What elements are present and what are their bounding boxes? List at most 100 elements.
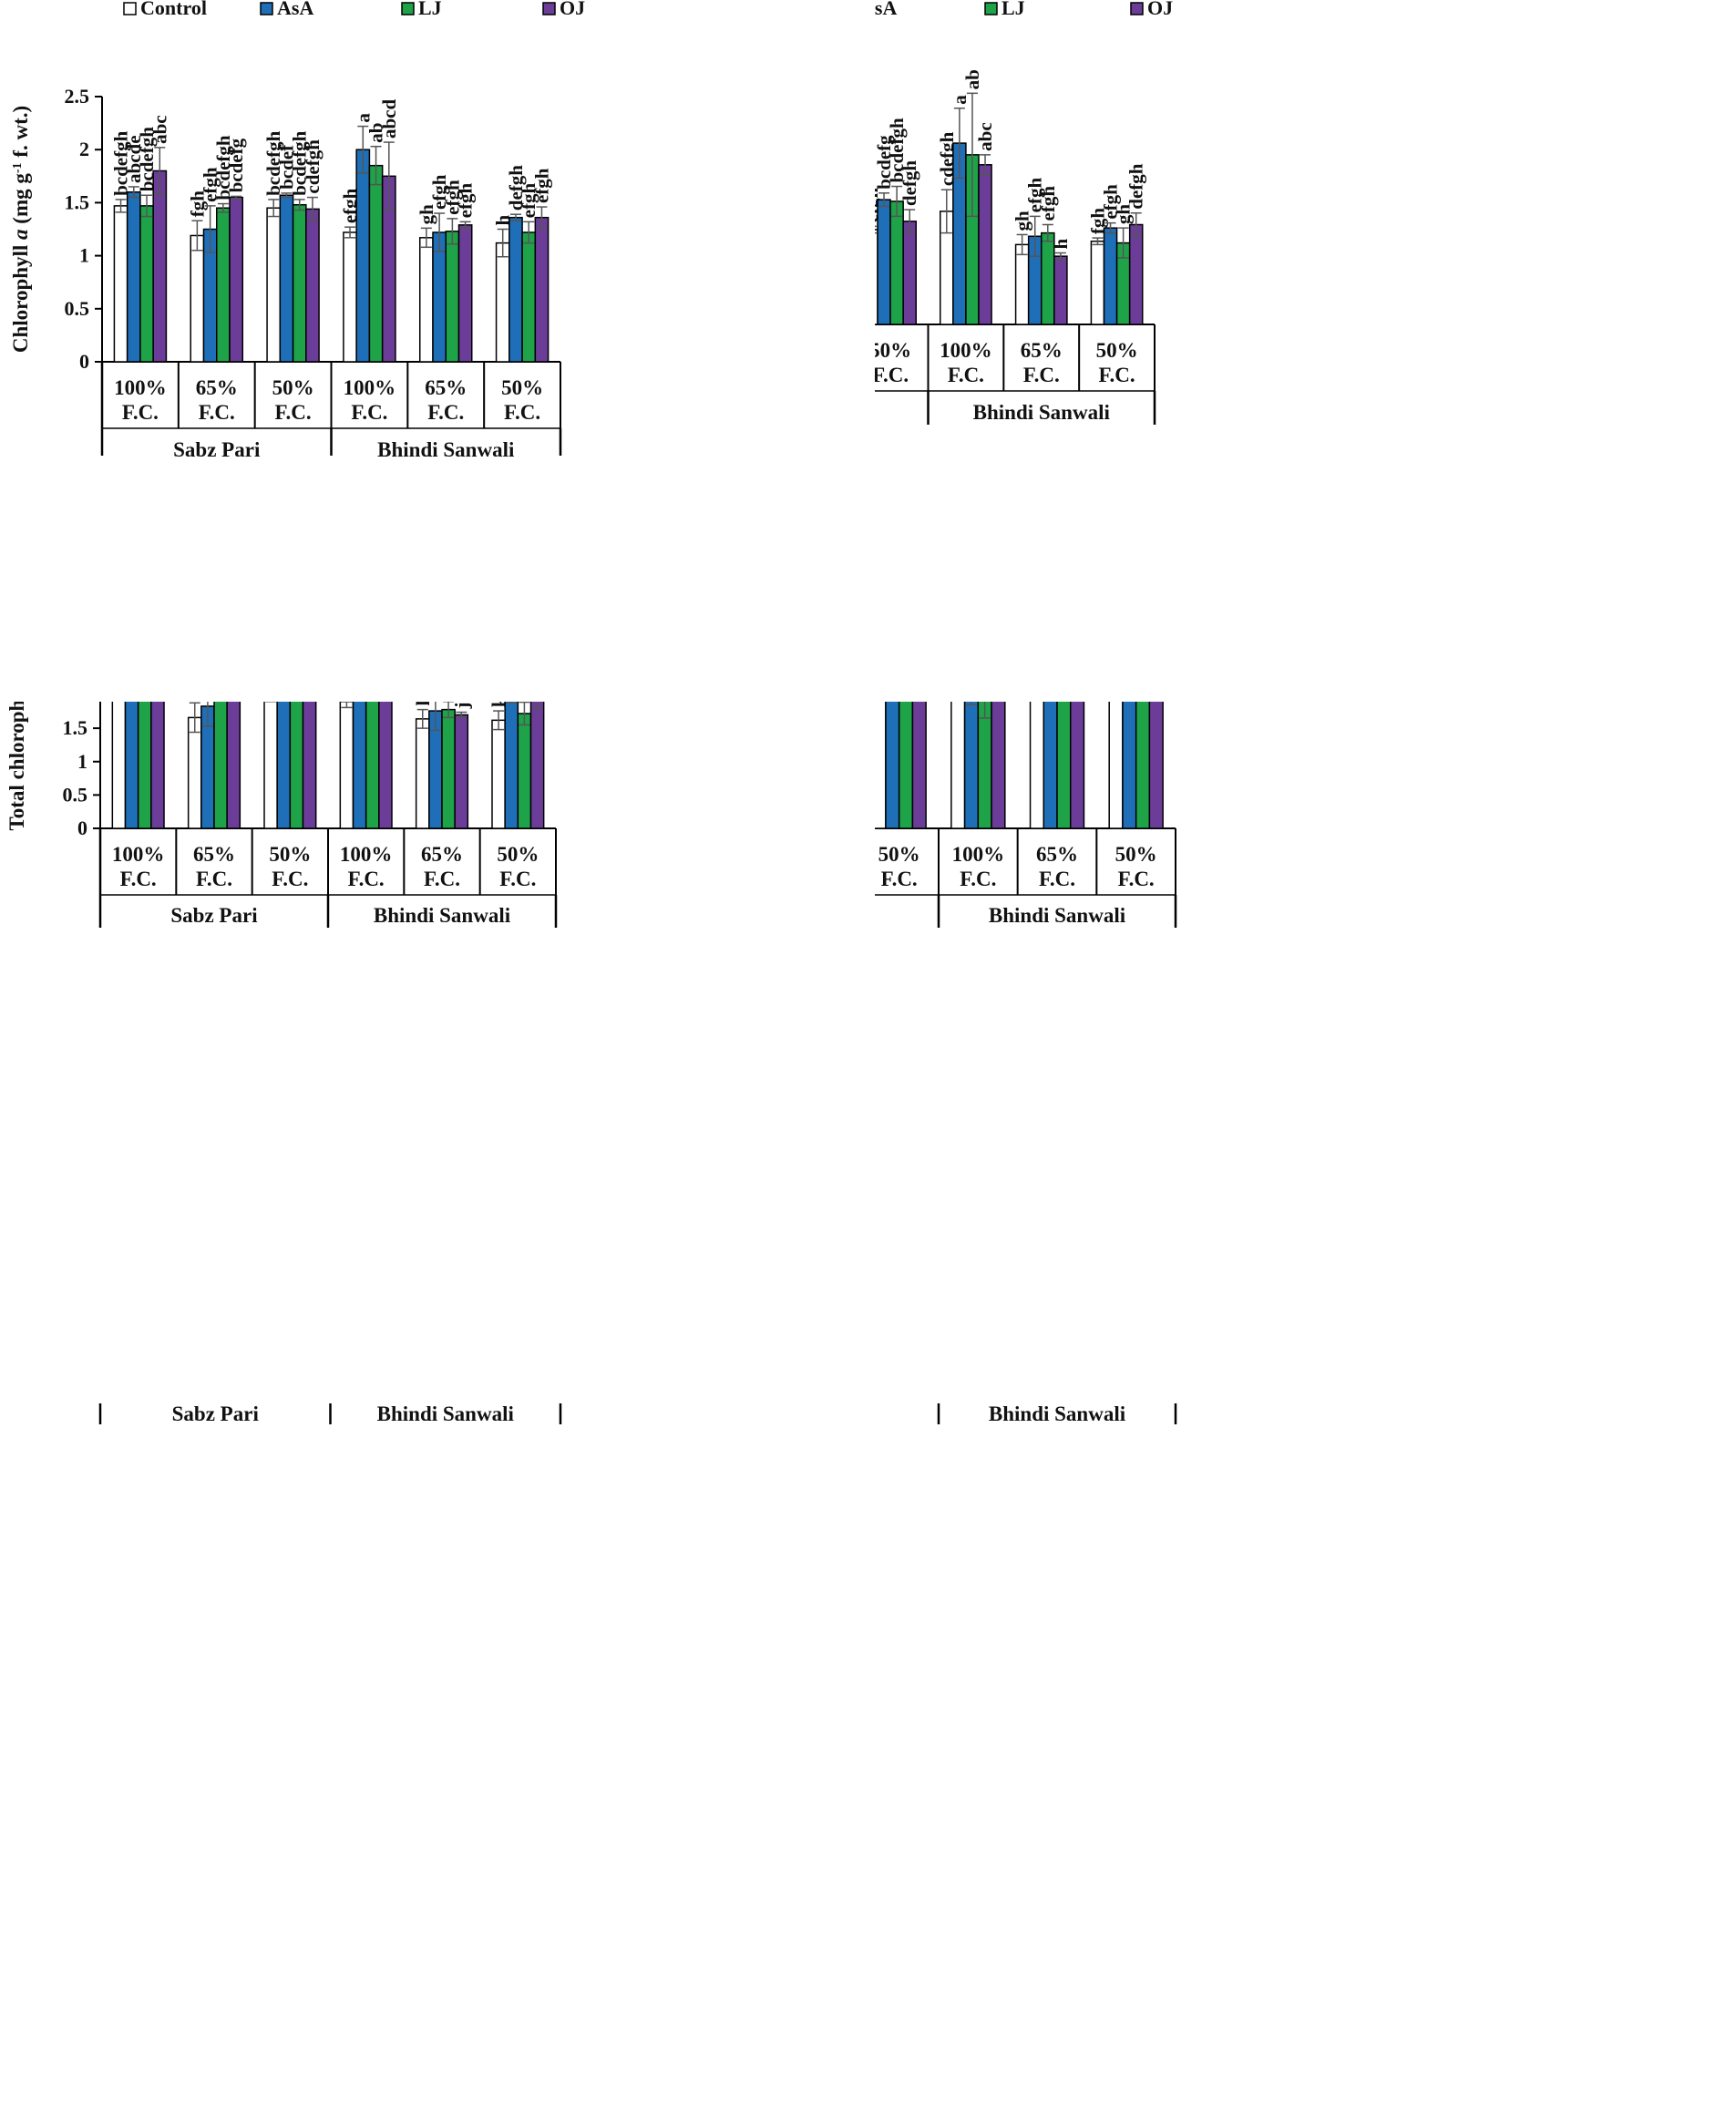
x-tick-label-4: 65% [1021,339,1063,362]
x-tick-label-2: 50% [878,843,920,866]
bar-control-3 [343,231,357,363]
y-axis-title-part: -1 [11,162,25,173]
bar-oj-2 [302,690,317,829]
x-tick-label-4: 65% [421,843,463,866]
bar-asa-2 [276,673,292,829]
x-tick-label-fc-3: F.C. [960,868,996,890]
group-label-bhindi-sanwali: Bhindi Sanwali [374,904,511,927]
legend-label-asa: AsA [875,0,897,19]
chlorophyll-a-chart-svg: Control AsA LJ OJ 0 0.5 1 1.5 2 2.5 Chlorophyll a … [9,0,585,461]
significance-letter-asa-2: bcdefg [875,135,895,190]
x-tick-label-4: 65% [425,376,467,399]
significance-letter-control-2: bcdefgh [262,130,284,195]
x-tick-label-fc-5: F.C. [504,401,540,424]
significance-letter-oj-3: abcd [378,99,400,139]
bar-asa-3 [963,684,980,829]
bar-oj-0 [150,641,165,829]
bar-lj-0 [139,205,154,363]
y-tick-label: 2 [77,702,87,706]
bar-control-5 [491,719,506,829]
bar-lj-5 [521,231,537,363]
x-tick-label-fc-5: F.C. [499,868,536,890]
significance-letter-lj-5: efgh [518,183,539,219]
significance-letter-control-4: k [412,702,434,706]
y-tick-label: 1.5 [65,190,90,213]
bar-oj-4 [1069,591,1085,829]
significance-letter-oj-0: abc [149,115,170,144]
bar-asa-2 [885,640,900,829]
significance-letter-control-0: bcdefgh [110,130,132,195]
significance-letter-lj-3: ab [365,123,387,143]
x-tick-label-2: 50% [875,339,911,362]
bar-asa-4 [1043,607,1058,829]
bar-control-1 [190,234,205,363]
y-tick-label: 0 [79,350,89,373]
x-tick-label-5: 50% [1115,843,1157,866]
significance-letter-lj-3: ab [961,69,983,89]
y-tick-label: 2.5 [65,85,90,108]
y-axis-title-part: f. wt.) [9,106,32,163]
x-tick-label-fc-2: F.C. [875,364,909,386]
bar-oj-3 [978,164,992,325]
significance-letter-oj-2: defgh [899,160,920,206]
x-tick-label-fc-3: F.C. [351,401,387,424]
significance-letter-oj-1: bcdefg [225,138,247,192]
bar-lj-5 [1135,594,1151,829]
y-tick-label: 0 [77,817,87,839]
bar-lj-2 [889,200,904,325]
significance-letter-oj-5: defgh [1125,163,1147,209]
x-tick-label-3: 100% [952,843,1005,866]
legend-label-lj: LJ [418,0,442,19]
bar-lj-0 [137,663,152,829]
significance-letter-asa-1: efgh [200,167,221,202]
x-tick-label-fc-1: F.C. [199,401,235,424]
bar-oj-3 [991,663,1006,829]
bar-lj-2 [289,678,304,829]
chlorophyll-a-chart: Control AsA LJ OJ 0 0.5 1 1.5 2 2.5 Chlorophyll a … [0,0,866,693]
bar-oj-5 [1148,620,1164,829]
group-label-bhindi-sanwali: Bhindi Sanwali [989,1403,1126,1425]
bar-asa-5 [1122,615,1137,829]
x-tick-label-3: 100% [340,843,393,866]
bar-lj-4 [1056,621,1072,829]
significance-letter-control-5: h [492,215,514,226]
significance-letter-control-4: gh [416,204,437,225]
significance-letter-lj-1: bcdefgh [212,135,234,200]
y-tick-label: 2 [79,138,89,160]
bar-oj-2 [902,221,917,325]
proline-chart: ControlAsALJOJ00.20.40.60.811.21.41.6Pro… [0,1000,866,2101]
significance-letter-asa-0: abcde [123,135,145,183]
group-label-sabz-pari: Sabz Pari [173,438,261,461]
x-tick-label-3: 100% [940,339,992,362]
bar-control-4 [418,237,434,363]
significance-letter-oj-4: h [1050,239,1072,250]
bar-lj-4 [445,231,460,363]
bar-oj-3 [378,646,393,829]
x-tick-label-1: 65% [196,376,238,399]
bar-lj-3 [977,673,992,829]
bar-asa-3 [355,149,371,363]
bar-control-1 [187,716,202,829]
bar-lj-3 [365,636,380,829]
x-tick-label-fc-2: F.C. [881,868,918,890]
legend-label-oj: OJ [1147,0,1173,19]
significance-letter-control-4: gh [1012,211,1033,231]
x-tick-label-fc-2: F.C. [275,401,312,424]
bar-asa-5 [504,698,519,829]
legend-swatch-asa [260,2,273,15]
bar-asa-5 [508,216,523,363]
group-label-bhindi-sanwali: Bhindi Sanwali [377,1403,515,1425]
legend-swatch-lj [401,2,415,15]
y-axis-title-part: Total chlorophyll (mg g [5,702,28,830]
bar-control-2 [871,622,887,829]
x-tick-label-fc-4: F.C. [424,868,460,890]
bar-control-3 [339,701,354,829]
x-tick-label-fc-3: F.C. [948,364,984,386]
significance-letter-lj-2: bcdefgh [886,118,908,182]
significance-letter-asa-3: a [949,95,971,105]
